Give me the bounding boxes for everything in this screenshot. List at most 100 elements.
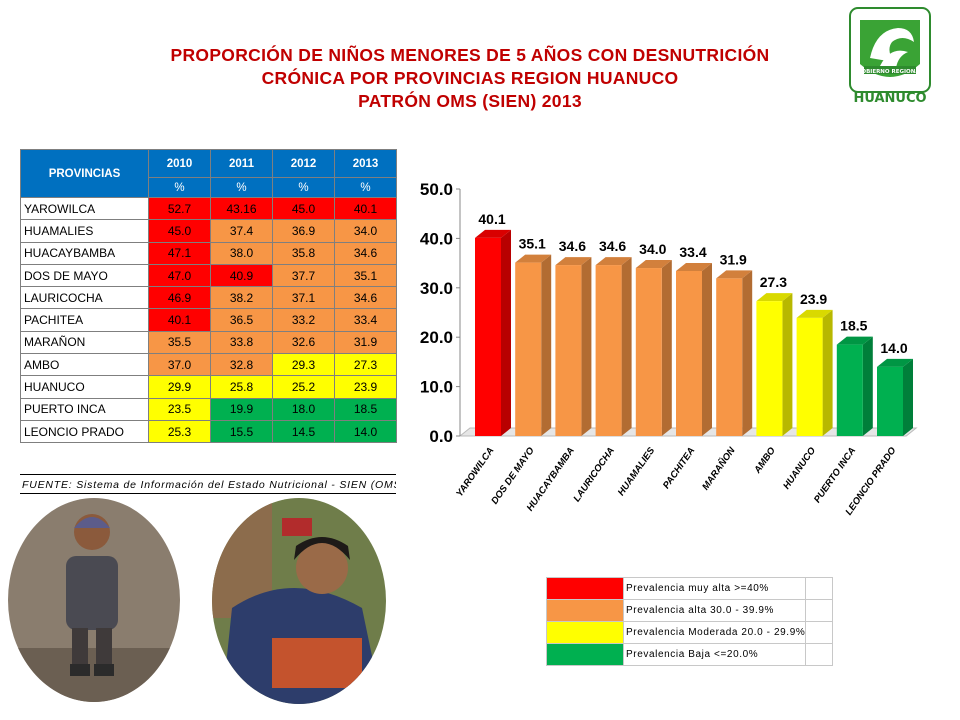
- table-cell-value: 46.9: [148, 286, 211, 310]
- bar-top: [836, 336, 873, 345]
- province-name: LAURICOCHA: [20, 286, 149, 310]
- table-cell-value: 23.5: [148, 397, 211, 421]
- bar-side: [702, 263, 712, 436]
- table-cell-value: 35.1: [334, 263, 397, 288]
- table-cell-value: 37.1: [272, 286, 335, 310]
- data-label: 23.9: [800, 291, 827, 307]
- table-cell-value: 25.3: [148, 419, 211, 444]
- table-header-unit: %: [334, 177, 397, 198]
- table-cell-value: 18.0: [272, 397, 335, 421]
- table-cell-value: 40.1: [148, 308, 211, 332]
- table-row: PUERTO INCA 23.5 19.9 18.0 18.5: [20, 397, 397, 421]
- province-name: DOS DE MAYO: [20, 263, 149, 288]
- table-cell-value: 34.6: [334, 286, 397, 310]
- title-line-2: CRÓNICA POR PROVINCIAS REGION HUANUCO: [261, 68, 679, 88]
- regional-government-shield-icon: GOBIERNO REGIONAL: [849, 7, 931, 93]
- legend-swatch: [546, 621, 624, 644]
- table-cell-value: 19.9: [210, 397, 273, 421]
- table-cell-value: 34.6: [334, 241, 397, 265]
- bar: [635, 268, 662, 436]
- bar: [595, 265, 622, 436]
- table-cell-value: 15.5: [210, 419, 273, 444]
- title-line-1: PROPORCIÓN DE NIÑOS MENORES DE 5 AÑOS CO…: [170, 45, 770, 65]
- province-name: HUAMALIES: [20, 219, 149, 243]
- table-cell-value: 38.0: [210, 241, 273, 265]
- title-line-3: PATRÓN OMS (SIEN) 2013: [358, 91, 582, 111]
- bar-top: [475, 229, 511, 238]
- legend-spacer: [805, 643, 834, 666]
- x-tick-label: LAURICOCHA: [571, 445, 617, 504]
- table-row: MARAÑON 35.5 33.8 32.6 31.9: [20, 330, 397, 355]
- legend-item: Prevalencia muy alta >=40%: [546, 577, 834, 600]
- x-tick-label: YAROWILCA: [454, 445, 496, 499]
- legend-item: Prevalencia Baja <=20.0%: [546, 643, 834, 666]
- legend-label: Prevalencia muy alta >=40%: [622, 577, 807, 600]
- bar-chart: 0.0 10.0 20.0 30.0 40.0 50.0 40.1 YAROWILCA 35.1…: [420, 180, 918, 517]
- data-label: 27.3: [760, 274, 787, 290]
- table-cell-value: 34.0: [334, 219, 397, 243]
- legend-spacer: [805, 577, 834, 600]
- y-tick-label: 30.0: [420, 279, 453, 298]
- table-header-unit: %: [148, 177, 211, 198]
- table-cell-value: 33.8: [210, 330, 273, 355]
- table-header-year: 2010: [148, 149, 211, 178]
- table-cell-value: 14.5: [272, 419, 335, 444]
- bar-side: [501, 229, 511, 436]
- table-row: AMBO 37.0 32.8 29.3 27.3: [20, 353, 397, 377]
- y-tick-label: 50.0: [420, 180, 453, 199]
- logo-name: HUANUCO: [853, 91, 927, 106]
- svg-text:GOBIERNO REGIONAL: GOBIERNO REGIONAL: [857, 69, 924, 75]
- table-cell-value: 37.4: [210, 219, 273, 243]
- bar-top: [635, 260, 672, 269]
- table-cell-value: 29.3: [272, 353, 335, 377]
- x-tick-label: MARAÑON: [700, 444, 738, 492]
- bar: [877, 366, 903, 436]
- bar: [716, 278, 743, 436]
- legend-spacer: [805, 599, 834, 622]
- bar-top: [716, 270, 753, 279]
- data-label: 35.1: [519, 236, 546, 252]
- table-cell-value: 31.9: [334, 330, 397, 355]
- table-row: HUACAYBAMBA 47.1 38.0 35.8 34.6: [20, 241, 397, 265]
- data-label: 14.0: [880, 340, 907, 356]
- table-cell-value: 32.8: [210, 353, 273, 377]
- table-cell-value: 33.2: [272, 308, 335, 332]
- table-cell-value: 36.9: [272, 219, 335, 243]
- y-tick-label: 10.0: [420, 378, 453, 397]
- y-tick-label: 40.0: [420, 229, 453, 248]
- x-tick-label: PUERTO INCA: [812, 445, 858, 505]
- table-header-year: 2013: [334, 149, 397, 178]
- bar-side: [581, 257, 592, 436]
- x-tick-label: HUAMALIES: [616, 445, 658, 498]
- legend-spacer: [805, 621, 834, 644]
- table-cell-value: 27.3: [334, 353, 397, 377]
- bar-side: [661, 260, 672, 436]
- data-label: 34.0: [639, 241, 666, 257]
- bar: [555, 265, 582, 436]
- bar: [836, 344, 863, 436]
- bar-top: [595, 257, 632, 266]
- province-name: HUANUCO: [20, 375, 149, 399]
- legend-swatch: [546, 577, 624, 600]
- table-cell-value: 40.1: [334, 196, 397, 221]
- x-tick-label: DOS DE MAYO: [489, 445, 537, 507]
- data-label: 31.9: [720, 251, 747, 267]
- table-row: DOS DE MAYO 47.0 40.9 37.7 35.1: [20, 263, 397, 288]
- table-row: HUANUCO 29.9 25.8 25.2 23.9: [20, 375, 397, 399]
- x-tick-label: HUANUCO: [781, 445, 818, 492]
- table-cell-value: 37.0: [148, 353, 211, 377]
- data-label: 33.4: [679, 244, 706, 260]
- x-tick-label: PACHITEA: [661, 445, 698, 491]
- bar-top: [555, 257, 592, 266]
- province-name: HUACAYBAMBA: [20, 241, 149, 265]
- table-cell-value: 43.16: [210, 196, 273, 221]
- table-row: HUAMALIES 45.0 37.4 36.9 34.0: [20, 219, 397, 243]
- data-table: PROVINCIAS 2010 2011 2012 2013 % % % % Y…: [20, 149, 397, 444]
- bar-top: [796, 309, 833, 318]
- legend-swatch: [546, 599, 624, 622]
- bar-top: [676, 263, 712, 272]
- table-cell-value: 25.8: [210, 375, 273, 399]
- province-name: MARAÑON: [20, 330, 149, 355]
- bar-side: [541, 254, 552, 436]
- bar: [515, 262, 542, 436]
